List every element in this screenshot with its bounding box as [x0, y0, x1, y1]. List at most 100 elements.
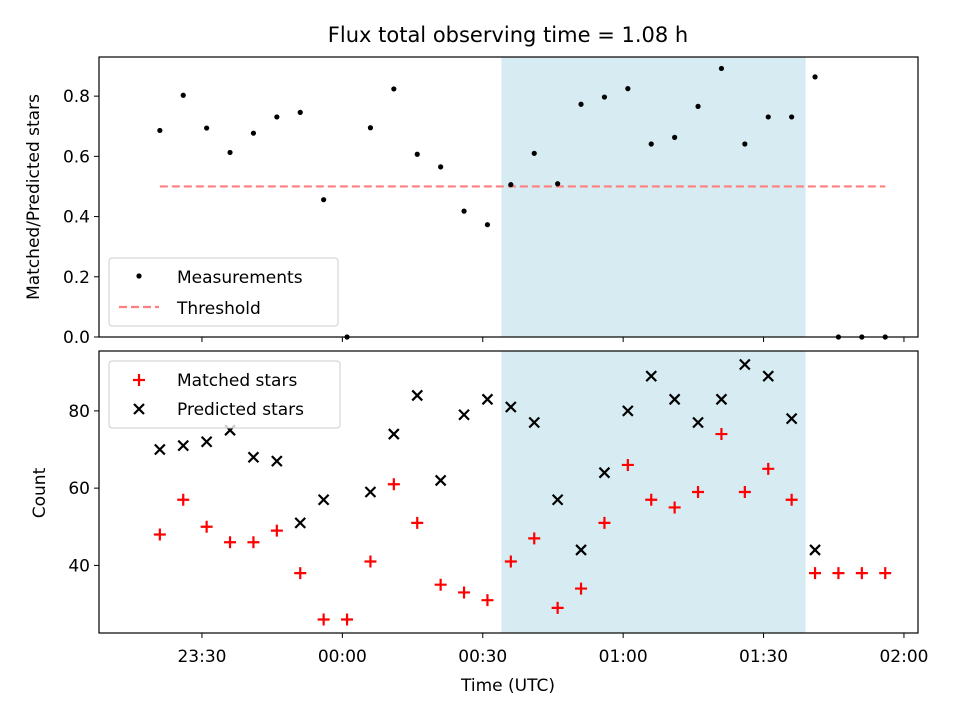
shaded-span: [501, 57, 806, 337]
matched-stars-point: [247, 536, 260, 549]
x-tick-label: 00:30: [458, 647, 507, 667]
matched-stars-point: [832, 567, 845, 580]
predicted-stars-point: [622, 405, 634, 417]
measurement-point: [601, 94, 608, 100]
measurement-point: [250, 130, 257, 136]
predicted-stars-point: [762, 370, 775, 382]
matched-stars-point: [785, 493, 798, 506]
legend-label-matched: Matched stars: [177, 371, 297, 391]
y-tick-label: 80: [68, 402, 90, 422]
matched-stars-point: [411, 516, 424, 529]
predicted-stars-point: [715, 393, 728, 406]
predicted-stars-point: [692, 416, 704, 429]
plot-frame: [98, 56, 919, 338]
predicted-stars-point: [785, 412, 798, 425]
matched-stars-point: [364, 555, 377, 568]
measurement-point: [414, 151, 420, 157]
chart-title: Flux total observing time = 1.08 h: [328, 23, 688, 47]
matched-stars-point: [528, 532, 541, 545]
measurement-point: [180, 92, 186, 98]
matched-stars-point: [692, 486, 705, 498]
panel-matched-ratio: Flux total observing time = 1.08 h 0.0 0.…: [24, 23, 919, 348]
legend: Matched stars Predicted stars: [108, 360, 341, 429]
measurement-point: [508, 182, 514, 188]
measurement-point: [742, 141, 748, 147]
measurement-point: [297, 109, 303, 115]
y-tick-label: 0.4: [63, 208, 90, 228]
matched-stars-point: [598, 516, 611, 529]
measurement-point: [625, 86, 631, 92]
measurement-point: [321, 197, 327, 203]
matched-stars-point: [294, 567, 307, 580]
legend-label-measurements: Measurements: [177, 268, 303, 288]
y-tick-label: 40: [68, 556, 90, 576]
y-tick-label: 0.6: [63, 147, 90, 167]
matched-stars-point: [645, 493, 658, 506]
matched-stars-point: [481, 594, 494, 607]
matched-stars-point: [200, 520, 213, 533]
predicted-stars-point: [645, 370, 658, 382]
measurement-point: [718, 65, 725, 72]
measurement-point: [555, 181, 561, 187]
matched-stars-point: [715, 428, 728, 441]
predicted-stars-point: [598, 466, 611, 479]
x-tick-label: 23:30: [177, 647, 226, 667]
matched-stars-point: [551, 601, 564, 614]
y-tick-label: 0.0: [63, 328, 90, 348]
matched-stars-point: [317, 613, 330, 626]
matched-stars-point: [504, 555, 517, 568]
y-tick-label: 60: [68, 479, 90, 499]
predicted-stars-point: [200, 436, 213, 448]
legend-x-icon: [133, 403, 145, 415]
measurement-point: [461, 208, 467, 214]
measurement-point: [812, 74, 818, 80]
x-tick-label: 01:30: [739, 647, 788, 667]
predicted-stars-point: [411, 389, 424, 402]
shaded-span: [501, 351, 806, 633]
matched-stars-point: [434, 578, 447, 591]
predicted-stars-point: [739, 358, 751, 371]
predicted-stars-point: [528, 416, 541, 429]
predicted-stars-point: [505, 401, 517, 413]
matched-stars-point: [855, 567, 868, 580]
predicted-stars-point: [388, 428, 400, 440]
x-axis-label: Time (UTC): [460, 676, 555, 696]
panel-star-counts: 40 60 80 23:30 00:00 00:30 01:00 01:30 02:00 Cou…: [30, 350, 928, 696]
matched-stars-point: [738, 486, 751, 498]
predicted-stars-point: [247, 451, 260, 464]
measurement-point: [672, 134, 678, 140]
matched-stars-point: [341, 613, 354, 626]
measurement-point: [648, 141, 654, 147]
measurement-point: [789, 114, 795, 120]
y-tick-label: 0.8: [63, 87, 90, 107]
matched-stars-point: [668, 501, 681, 514]
legend-dot-icon: [136, 273, 142, 279]
predicted-stars-point: [294, 517, 307, 529]
measurement-point: [695, 103, 701, 109]
matched-stars-point: [224, 536, 237, 549]
matched-stars-point: [575, 582, 588, 595]
matched-stars-point: [809, 567, 822, 580]
matched-stars-point: [762, 462, 775, 475]
predicted-stars-point: [271, 455, 283, 467]
legend-label-threshold: Threshold: [176, 299, 261, 319]
measurement-point: [227, 149, 233, 156]
measurement-point: [531, 150, 537, 156]
measurement-point: [157, 127, 163, 134]
x-tick-label: 01:00: [599, 647, 648, 667]
measurement-point: [274, 114, 280, 120]
measurement-point: [367, 125, 374, 131]
matched-stars-point: [387, 478, 400, 491]
matched-stars-point: [458, 586, 471, 599]
predicted-stars-point: [575, 544, 587, 556]
y-axis-label: Matched/Predicted stars: [24, 94, 44, 300]
predicted-stars-point: [177, 439, 190, 452]
legend-plus-icon: [133, 374, 145, 386]
measurement-point: [765, 114, 771, 120]
legend-label-predicted: Predicted stars: [177, 400, 304, 420]
matched-stars-point: [621, 458, 634, 471]
plot-area: [157, 65, 888, 340]
predicted-stars-point: [458, 408, 470, 421]
legend-frame: [108, 257, 339, 327]
